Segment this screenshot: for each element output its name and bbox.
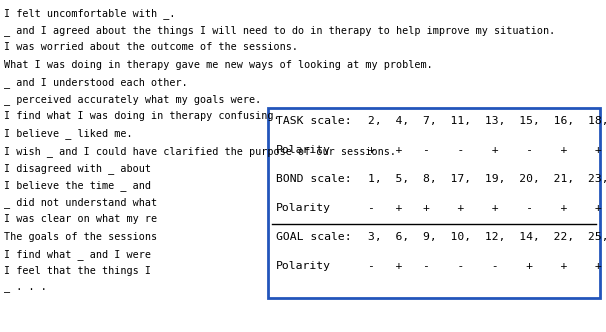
Text: Polarity: Polarity xyxy=(276,261,331,271)
Text: I felt uncomfortable with _.: I felt uncomfortable with _. xyxy=(4,8,176,19)
Text: 1,  5,  8,  17,  19,  20,  21,  23,  26,  28,  29,  36: 1, 5, 8, 17, 19, 20, 21, 23, 26, 28, 29,… xyxy=(368,174,606,184)
Text: I believe _ liked me.: I believe _ liked me. xyxy=(4,128,133,139)
Text: The goals of the sessions: The goals of the sessions xyxy=(4,232,157,242)
Text: -   +   -    -    -    +    +    +    -    +    +    -: - + - - - + + + - + + - xyxy=(368,261,606,271)
Text: GOAL scale:: GOAL scale: xyxy=(276,232,351,242)
Text: What I was doing in therapy gave me new ways of looking at my problem.: What I was doing in therapy gave me new … xyxy=(4,60,433,70)
Text: I find what _ and I were: I find what _ and I were xyxy=(4,249,151,260)
Text: I feel that the things I: I feel that the things I xyxy=(4,266,151,276)
Text: _ and I understood each other.: _ and I understood each other. xyxy=(4,77,188,88)
Text: I was worried about the outcome of the sessions.: I was worried about the outcome of the s… xyxy=(4,42,298,52)
Text: _ perceived accurately what my goals were.: _ perceived accurately what my goals wer… xyxy=(4,94,261,105)
Text: _ and I agreed about the things I will need to do in therapy to help improve my : _ and I agreed about the things I will n… xyxy=(4,25,555,36)
Text: I was clear on what my re: I was clear on what my re xyxy=(4,214,157,224)
Text: BOND scale:: BOND scale: xyxy=(276,174,351,184)
Text: -   +   +    +    +    -    +    +    +    +    -    +: - + + + + - + + + + - + xyxy=(368,203,606,213)
Text: +   +   -    -    +    -    +    +    +    -    -    +: + + - - + - + + + - - + xyxy=(368,145,606,155)
Text: I believe the time _ and: I believe the time _ and xyxy=(4,180,151,191)
Text: _ . . .: _ . . . xyxy=(4,283,47,293)
Text: I disagreed with _ about: I disagreed with _ about xyxy=(4,163,151,174)
Text: Polarity: Polarity xyxy=(276,203,331,213)
Text: I find what I was doing in therapy confusing.: I find what I was doing in therapy confu… xyxy=(4,111,279,121)
Text: _ did not understand what: _ did not understand what xyxy=(4,197,157,208)
Text: I wish _ and I could have clarified the purpose of our sessions.: I wish _ and I could have clarified the … xyxy=(4,146,396,156)
Text: Polarity: Polarity xyxy=(276,145,331,155)
Bar xyxy=(268,108,600,298)
Text: 2,  4,  7,  11,  13,  15,  16,  18,  24,  31,  33,  35: 2, 4, 7, 11, 13, 15, 16, 18, 24, 31, 33,… xyxy=(368,116,606,126)
Text: TASK scale:: TASK scale: xyxy=(276,116,351,126)
Text: 3,  6,  9,  10,  12,  14,  22,  25,  27,  30,  32,  34: 3, 6, 9, 10, 12, 14, 22, 25, 27, 30, 32,… xyxy=(368,232,606,242)
